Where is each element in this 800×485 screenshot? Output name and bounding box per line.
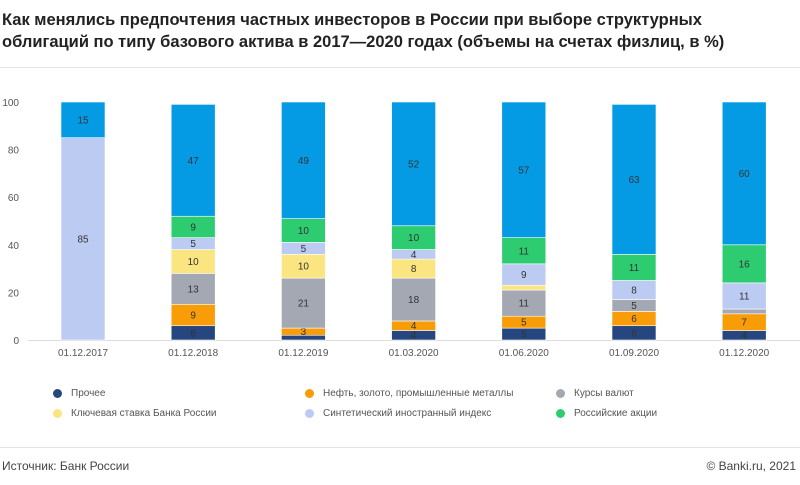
data-label: 47	[188, 156, 200, 167]
data-label: 10	[408, 233, 420, 244]
data-label: 16	[739, 259, 751, 270]
x-tick-label: 01.06.2020	[499, 348, 549, 359]
x-tick-label: 01.09.2020	[609, 348, 659, 359]
data-label: 9	[190, 311, 196, 322]
divider-top	[0, 67, 800, 68]
data-label: 13	[188, 284, 200, 295]
data-label: 5	[521, 330, 527, 341]
legend-swatch-icon	[305, 389, 314, 398]
y-tick-label: 60	[8, 193, 20, 204]
legend-label: Российские акции	[574, 408, 658, 419]
y-tick-label: 80	[8, 146, 20, 157]
data-label: 5	[301, 244, 307, 255]
bar-segment	[501, 284, 547, 291]
y-tick-label: 100	[2, 98, 19, 109]
data-label: 5	[631, 301, 637, 312]
y-tick-label: 0	[13, 336, 19, 347]
copyright: © Banki.ru, 2021	[706, 459, 796, 473]
bar-segment	[281, 101, 326, 219]
data-label: 10	[298, 262, 310, 273]
legend-item: Синтетический иностранный индекс	[305, 408, 491, 419]
data-label: 21	[298, 299, 310, 310]
x-tick-label: 01.12.2018	[168, 348, 218, 359]
bar-segment	[391, 101, 436, 227]
legend-label: Синтетический иностранный индекс	[323, 408, 492, 419]
data-label: 11	[519, 246, 530, 257]
legend-swatch-icon	[53, 389, 62, 398]
x-tick-label: 01.03.2020	[389, 348, 439, 359]
data-label: 9	[521, 270, 527, 281]
legend-item: Российские акции	[556, 408, 657, 419]
legend-item: Прочее	[53, 388, 105, 399]
data-label: 4	[741, 331, 747, 342]
data-label: 5	[190, 239, 196, 250]
data-label: 4	[411, 321, 417, 332]
bar-segment	[170, 104, 216, 217]
data-label: 3	[301, 327, 307, 338]
data-label: 8	[411, 264, 417, 275]
chart-title: Как менялись предпочтения частных инвест…	[2, 11, 725, 51]
x-tick-label: 01.12.2020	[719, 348, 769, 359]
y-tick-label: 40	[8, 241, 20, 252]
divider-bottom	[0, 447, 800, 448]
legend-label: Ключевая ставка Банка России	[71, 408, 217, 419]
y-tick-label: 20	[8, 288, 20, 299]
data-label: 4	[411, 331, 417, 342]
bar-segment	[391, 277, 436, 322]
bar-segment	[170, 273, 216, 305]
data-label: 7	[741, 318, 747, 329]
source-note: Источник: Банк России	[2, 459, 130, 473]
data-label: 60	[739, 169, 751, 180]
legend-swatch-icon	[305, 409, 314, 418]
legend-swatch-icon	[556, 389, 565, 398]
x-tick-label: 01.12.2019	[278, 348, 328, 359]
bar-segment	[721, 244, 767, 284]
legend-item: Курсы валют	[556, 388, 634, 399]
legend-swatch-icon	[53, 409, 62, 418]
data-label: 63	[628, 175, 640, 186]
bar-segment	[611, 104, 657, 255]
data-label: 49	[298, 156, 310, 167]
legend-item: Нефть, золото, промышленные металлы	[305, 388, 513, 399]
bar-segment	[501, 101, 547, 238]
data-label: 52	[408, 159, 420, 170]
bar-segment	[501, 289, 547, 317]
bar-segment	[501, 237, 547, 265]
bar-segment	[721, 308, 767, 315]
data-label: 15	[77, 115, 89, 126]
bar-segment	[60, 101, 106, 139]
bar-segment	[721, 282, 767, 310]
legend-label: Нефть, золото, промышленные металлы	[323, 388, 514, 399]
legend-item: Ключевая ставка Банка России	[53, 408, 217, 419]
data-label: 9	[190, 222, 196, 233]
data-label: 5	[521, 318, 527, 329]
data-label: 11	[519, 299, 530, 310]
data-label: 11	[739, 291, 750, 302]
legend-swatch-icon	[556, 409, 565, 418]
legend-label: Курсы валют	[574, 388, 634, 399]
bar-segment	[721, 101, 767, 246]
data-label: 10	[188, 257, 200, 268]
bar-segment	[60, 137, 106, 341]
legend-label: Прочее	[71, 388, 106, 399]
data-label: 4	[411, 250, 417, 261]
data-label: 8	[631, 286, 637, 297]
x-tick-label: 01.12.2017	[58, 348, 108, 359]
data-label: 85	[77, 234, 89, 245]
data-label: 18	[408, 295, 420, 306]
data-label: 10	[298, 226, 310, 237]
data-label: 6	[190, 328, 196, 339]
stacked-bar-chart: 020406080100851501.12.2017691310594701.1…	[2, 98, 800, 359]
data-label: 6	[631, 328, 637, 339]
data-label: 11	[629, 263, 640, 274]
bar-segment	[281, 277, 326, 329]
data-label: 6	[631, 314, 637, 325]
data-label: 57	[518, 165, 530, 176]
